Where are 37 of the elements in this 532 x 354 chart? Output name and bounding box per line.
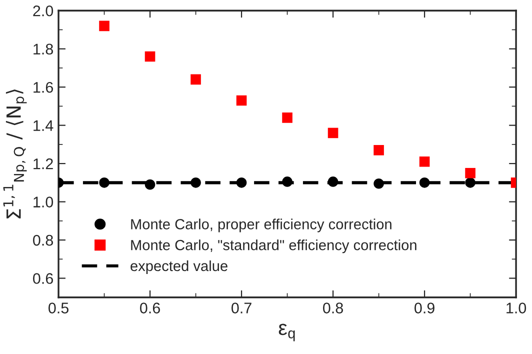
y-tick-label: 1.2 (34, 158, 53, 170)
point (99, 20, 110, 32)
y-tick-label: 0.8 (33, 234, 53, 246)
x-tick-label: 0.8 (323, 302, 343, 314)
point (465, 168, 476, 178)
y-tick-label: 1.0 (34, 196, 54, 208)
point (419, 178, 430, 188)
point (419, 156, 430, 167)
point (190, 178, 201, 188)
y-tick-label: 0.6 (33, 273, 53, 284)
x-tick-label: 0.9 (414, 302, 434, 314)
legend-label: Monte Carlo, "standard" efficiency correction (131, 240, 416, 254)
y-tick-label: 2.0 (33, 5, 54, 16)
y-tick-label: 1.6 (34, 82, 53, 93)
y-axis-title: Σ$^{1,1}$$_{Np,Q}$ / ⟨N$_{p}$⟩ (3, 90, 27, 218)
point (144, 179, 156, 190)
legend-label: expected value (130, 260, 228, 274)
point (282, 112, 292, 123)
x-axis-title: ε$_{q}$ (278, 324, 295, 342)
point (374, 178, 384, 189)
x-tick-label: 0.6 (140, 302, 160, 314)
y-tick-label: 1.8 (34, 44, 53, 55)
legend-label: Monte Carlo, proper efficiency correction (131, 218, 392, 232)
point (374, 145, 384, 156)
x-tick-label: 1.0 (506, 302, 526, 314)
point (236, 95, 247, 106)
point (236, 178, 247, 188)
point (190, 74, 201, 85)
y-tick-label: 1.4 (34, 120, 54, 131)
point (328, 176, 338, 187)
point (328, 128, 338, 138)
point (99, 178, 110, 188)
point (465, 178, 476, 188)
x-tick-label: 0.7 (232, 302, 252, 314)
x-tick-label: 0.5 (48, 302, 68, 314)
point (144, 51, 156, 62)
point (282, 176, 292, 187)
